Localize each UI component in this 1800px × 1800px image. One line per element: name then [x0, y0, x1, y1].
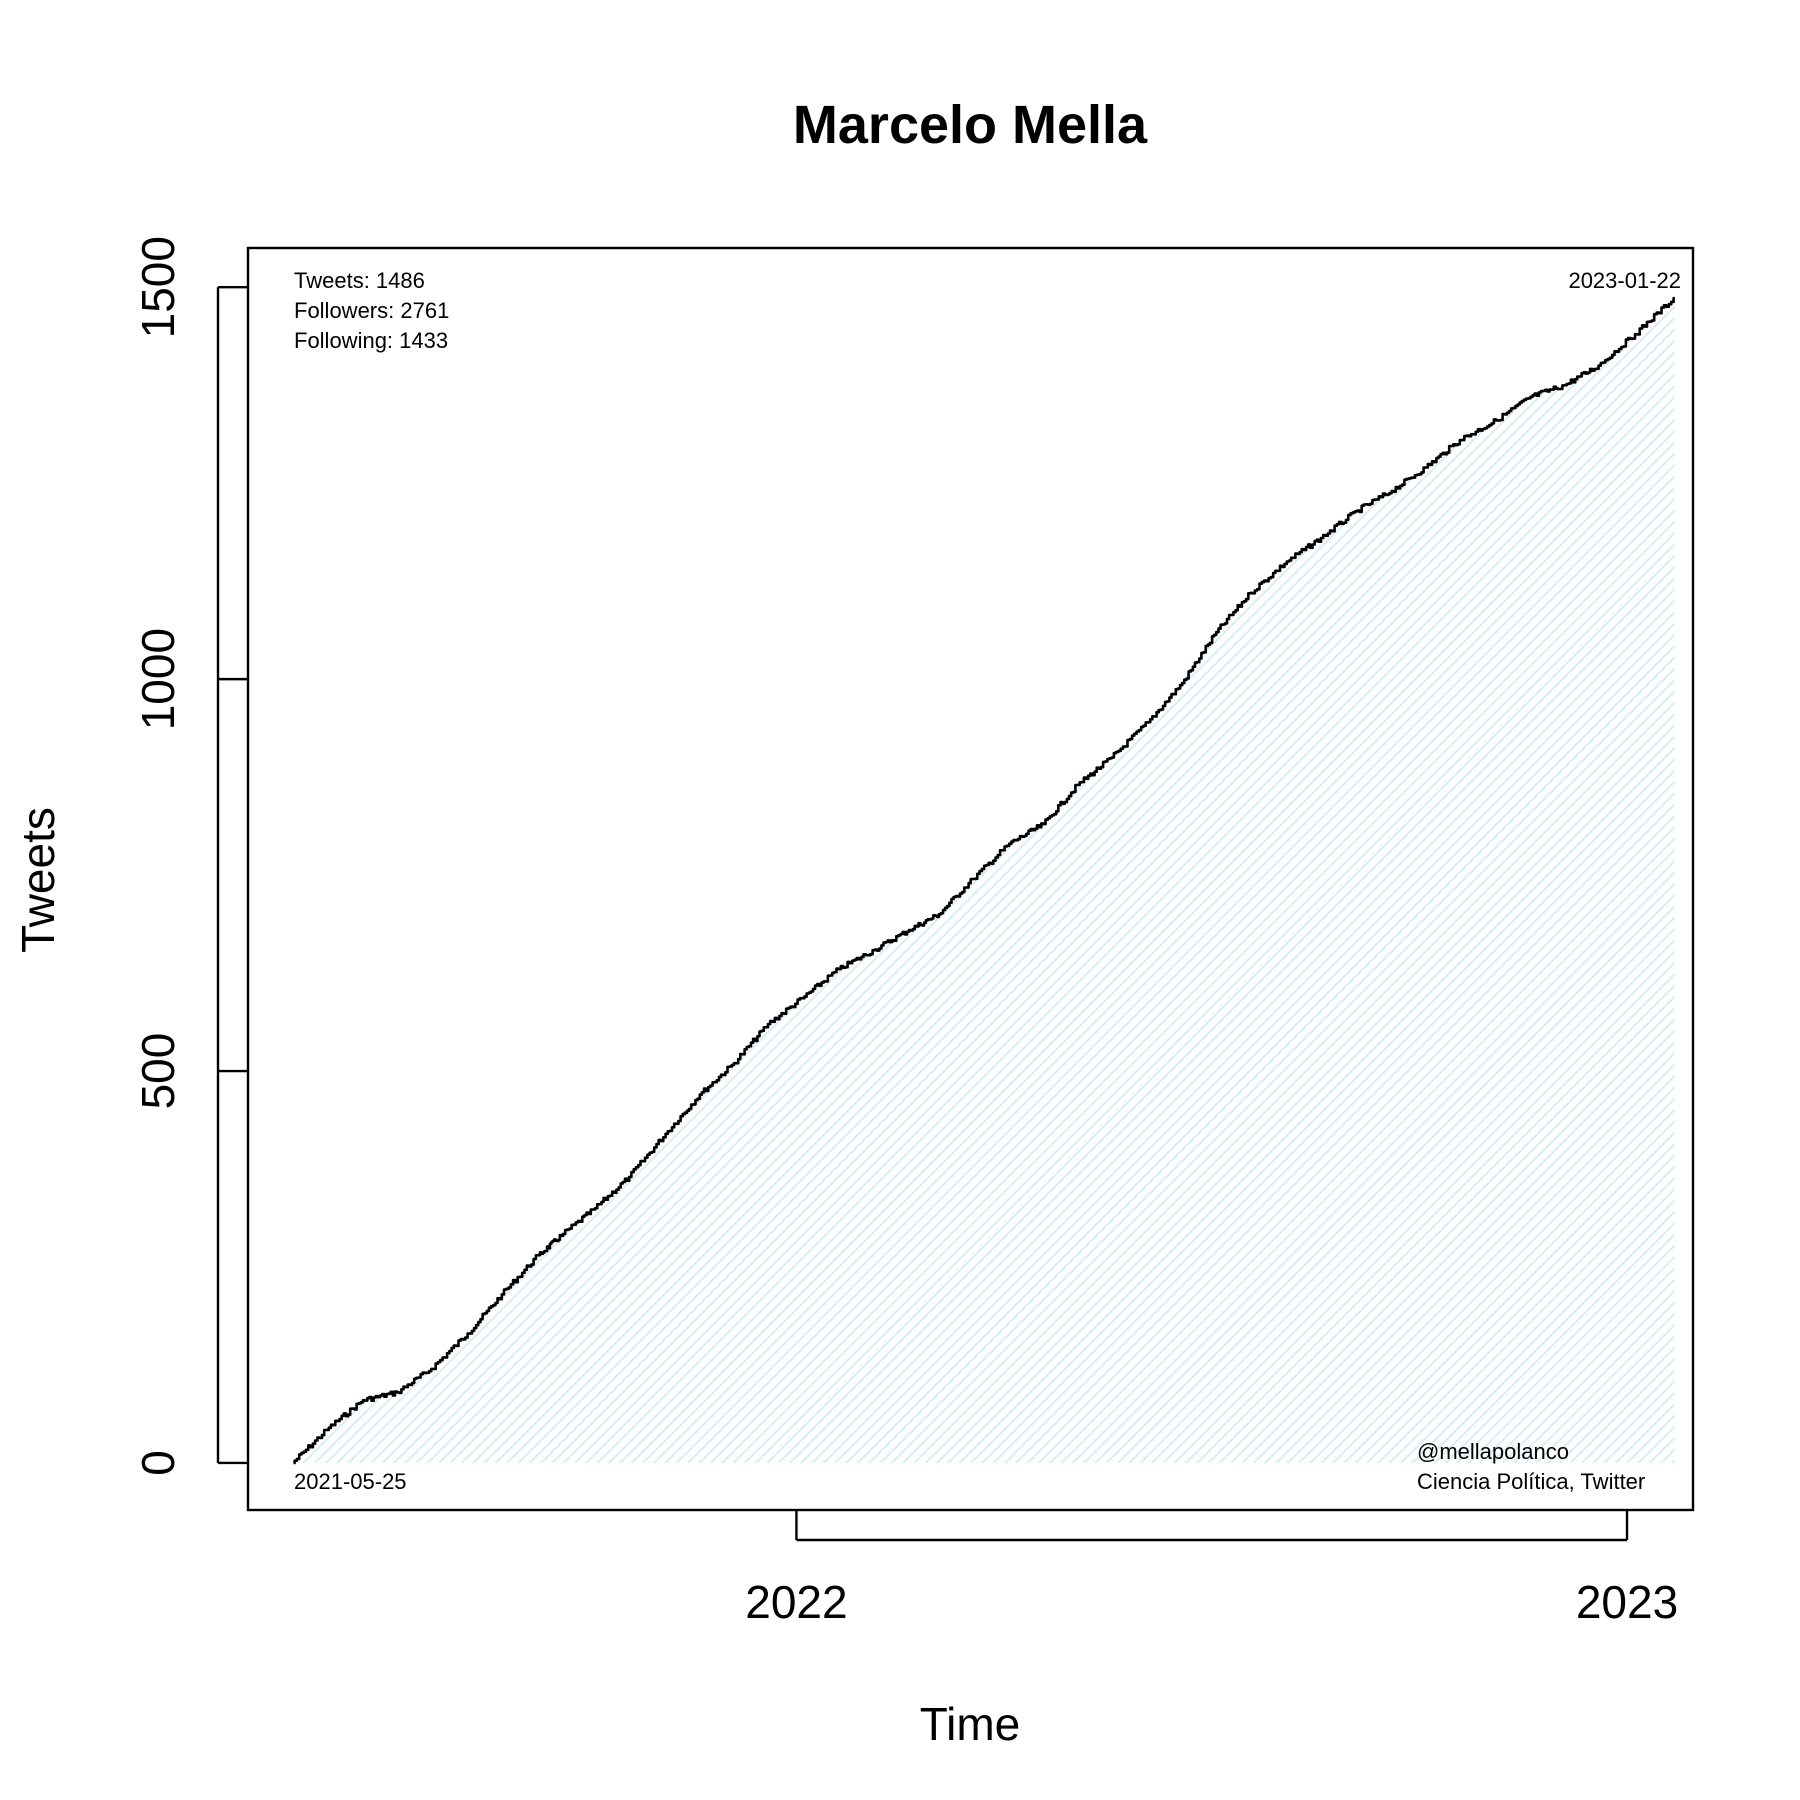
chart-title: Marcelo Mella — [793, 95, 1148, 155]
stats-annotation: Tweets: 1486 Followers: 2761 Following: … — [294, 268, 449, 353]
x-tick-label-2023: 2023 — [1576, 1576, 1678, 1628]
cumulative-area — [293, 298, 1675, 1464]
y-axis: 0 500 1000 1500 — [132, 236, 248, 1476]
credit-handle: @mellapolanco — [1417, 1439, 1569, 1464]
y-tick-label-0: 0 — [132, 1450, 184, 1476]
end-date-label: 2023-01-22 — [1568, 268, 1681, 293]
x-tick-label-2022: 2022 — [745, 1576, 847, 1628]
y-tick-label-500: 500 — [132, 1033, 184, 1110]
credit-source: Ciencia Política, Twitter — [1417, 1469, 1645, 1494]
stat-followers: Followers: 2761 — [294, 298, 449, 323]
stat-tweets: Tweets: 1486 — [294, 268, 425, 293]
plot-frame — [246, 246, 1695, 1512]
x-axis-title: Time — [920, 1698, 1021, 1750]
stat-following: Following: 1433 — [294, 328, 448, 353]
x-axis: 2022 2023 — [745, 1510, 1678, 1628]
cumulative-tweets-line — [293, 296, 1675, 1465]
y-tick-label-1000: 1000 — [132, 628, 184, 730]
start-date-label: 2021-05-25 — [294, 1469, 407, 1494]
y-axis-title: Tweets — [12, 807, 64, 953]
y-tick-label-1500: 1500 — [132, 236, 184, 338]
plot-area — [293, 296, 1675, 1465]
